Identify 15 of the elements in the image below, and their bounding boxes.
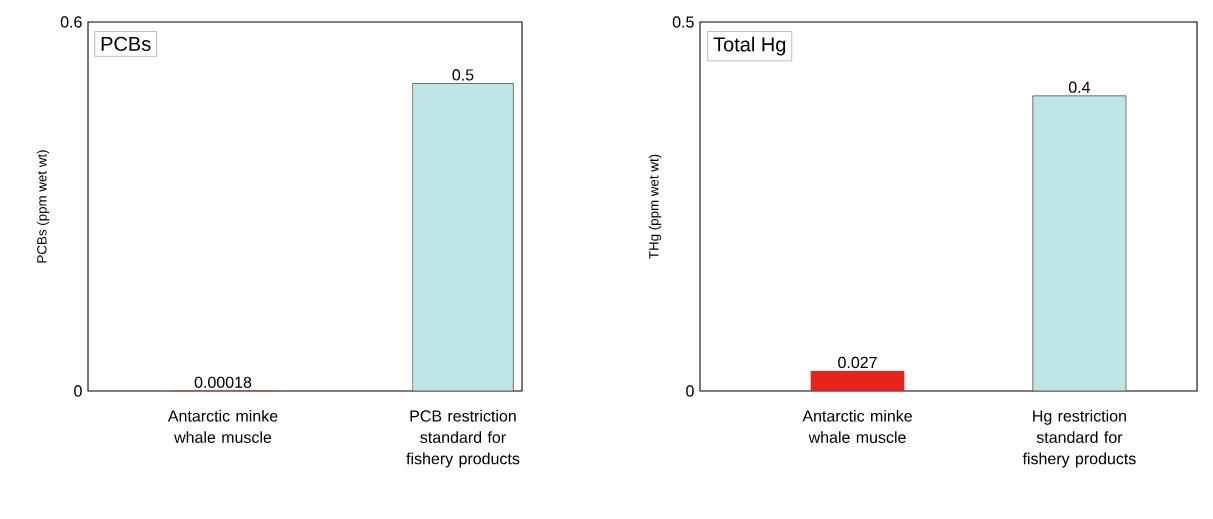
annotation: PCBs (101, 36, 151, 51)
x-tick-label: Hg restriction standard for fishery products (1022, 409, 1136, 468)
data-label: 0.00018 (194, 376, 252, 388)
y-axis-title: PCBs (ppm wet wt) (36, 150, 50, 263)
y-tick-label: 0.6 (60, 16, 82, 28)
data-label: 0.4 (1068, 81, 1091, 93)
y-tick-label: 0 (686, 385, 694, 397)
data-label: 0.027 (838, 356, 877, 369)
x-tick-label: Antarctic minke whale muscle (167, 409, 278, 444)
y-axis-title: THg (ppm wet wt) (648, 154, 662, 259)
x-tick-label: PCB restriction standard for fishery products (406, 409, 520, 468)
x-tick-label: Antarctic minke whale muscle (802, 409, 912, 444)
annotation: Total Hg (713, 36, 786, 56)
y-tick-label: 0 (74, 385, 82, 397)
data-label: 0.5 (452, 69, 474, 81)
